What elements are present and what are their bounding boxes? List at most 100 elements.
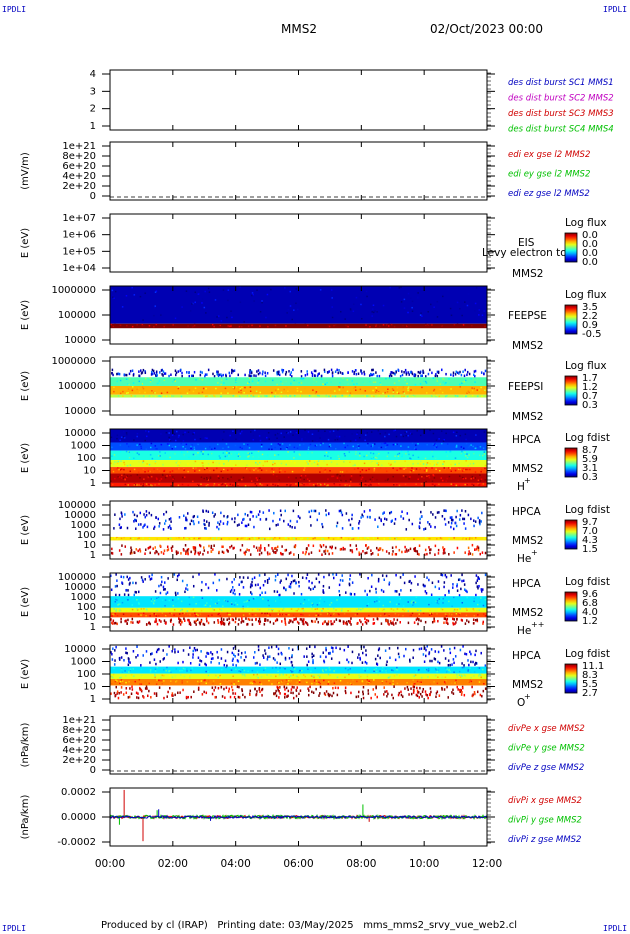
spectrogram-pixel [383, 608, 385, 611]
spectrogram-pixel [140, 372, 143, 375]
spectrogram-pixel [303, 478, 305, 481]
spectrogram-pixel [164, 324, 166, 327]
spectrogram-pixel [218, 373, 221, 377]
spectrogram-pixel [267, 655, 269, 659]
spectrogram-pixel [385, 550, 388, 553]
spectrogram-pixel [177, 592, 179, 595]
spectrogram-pixel [307, 673, 310, 676]
spectrogram-pixel [295, 483, 297, 485]
spectrogram-pixel [367, 380, 370, 383]
spectrogram-pixel [304, 323, 307, 326]
spectrogram-pixel [233, 387, 235, 390]
spectrogram-pixel [314, 608, 317, 610]
spectrogram-pixel [264, 580, 266, 583]
spectrogram-pixel [278, 597, 281, 600]
spectrogram-pixel [246, 623, 248, 626]
spectrogram-pixel [432, 432, 435, 435]
spectrogram-pixel [425, 654, 427, 658]
spectrogram-pixel [131, 608, 134, 611]
spectrogram-pixel [130, 674, 133, 676]
spectrogram-pixel [395, 573, 397, 577]
spectrogram-pixel [113, 324, 116, 326]
spectrogram-pixel [241, 544, 244, 547]
spectrogram-pixel [286, 484, 288, 486]
spectrogram-pixel [360, 608, 362, 611]
spectrogram-pixel [155, 650, 158, 654]
spectrogram-pixel [364, 439, 366, 442]
spectrogram-pixel [223, 687, 225, 691]
spectrogram-pixel [243, 601, 245, 603]
spectrogram-pixel [128, 695, 131, 699]
spectrogram-pixel [227, 670, 230, 672]
spectrogram-pixel [477, 483, 479, 485]
spectrogram-pixel [200, 609, 203, 612]
spectrogram-pixel [232, 657, 234, 661]
spectrogram-pixel [136, 483, 138, 486]
spectrogram-pixel [302, 620, 305, 623]
spectrogram-pixel [230, 476, 232, 478]
spectrogram-pixel [362, 394, 365, 397]
spectrogram-pixel [436, 690, 439, 694]
y-tick-label: 100000 [58, 500, 96, 511]
spectrogram-pixel [185, 290, 188, 292]
spectrogram-pixel [111, 455, 113, 457]
spectrogram-pixel [244, 373, 246, 377]
colorbar-tick-label: 8.7 [582, 445, 598, 456]
spectrogram-pixel [323, 368, 326, 372]
spectrogram-pixel [375, 324, 378, 326]
spectrogram-pixel [422, 463, 425, 465]
spectrogram-pixel [317, 373, 320, 376]
spectrogram-pixel [338, 583, 341, 587]
spectrogram-pixel [322, 584, 325, 588]
spectrogram-pixel [155, 694, 158, 697]
spectrogram-pixel [232, 591, 234, 595]
spectrogram-pixel [150, 475, 153, 478]
spectrogram-pixel [322, 383, 325, 386]
spectrogram-pixel [358, 553, 361, 556]
spectrogram-pixel [328, 573, 330, 577]
spectrogram-pixel [361, 476, 364, 479]
spectrogram-pixel [149, 622, 151, 626]
spectrogram-pixel [426, 324, 428, 327]
spectrogram-pixel [403, 298, 406, 301]
spectrogram-pixel [372, 622, 375, 625]
spectrogram-pixel [380, 518, 382, 521]
spectrogram-pixel [387, 325, 390, 327]
spectrogram-pixel [273, 550, 275, 554]
spectrogram-pixel [292, 614, 295, 617]
spectrogram-pixel [152, 675, 154, 677]
spectrogram-pixel [177, 661, 179, 665]
spectrogram-pixel [223, 663, 226, 667]
spectrogram-pixel [211, 686, 214, 689]
spectrogram-pixel [422, 687, 425, 691]
colorbar [564, 232, 578, 263]
spectrogram-pixel [467, 668, 470, 671]
spectrogram-pixel [214, 447, 216, 450]
spectrogram-pixel [254, 651, 256, 654]
spectrogram-pixel [192, 480, 194, 483]
spectrogram-pixel [184, 668, 186, 670]
spectrogram-pixel [121, 474, 123, 477]
spectrogram-pixel [131, 604, 134, 606]
instrument-label: HPCA [512, 434, 542, 446]
spectrogram-pixel [428, 693, 431, 696]
spectrogram-pixel [456, 676, 459, 678]
spectrogram-pixel [474, 537, 477, 539]
spectrogram-pixel [144, 395, 147, 397]
spectrogram-pixel [446, 443, 449, 445]
spectrogram-pixel [331, 475, 333, 478]
spectrogram-pixel [232, 675, 234, 678]
spectrogram-pixel [248, 538, 251, 540]
spectrogram-pixel [420, 312, 422, 314]
spectrogram-pixel [113, 537, 116, 539]
spectrogram-pixel [232, 430, 234, 432]
spectrogram-pixel [390, 608, 393, 610]
spectrogram-pixel [130, 395, 133, 397]
spectrogram-pixel [295, 581, 297, 585]
spectrogram-pixel [436, 511, 439, 514]
spectrogram-pixel [293, 379, 295, 382]
spectrogram-pixel [442, 378, 444, 380]
spectrogram-pixel [230, 453, 233, 455]
spectrogram-pixel [447, 659, 450, 662]
spectrogram-pixel [398, 548, 401, 552]
